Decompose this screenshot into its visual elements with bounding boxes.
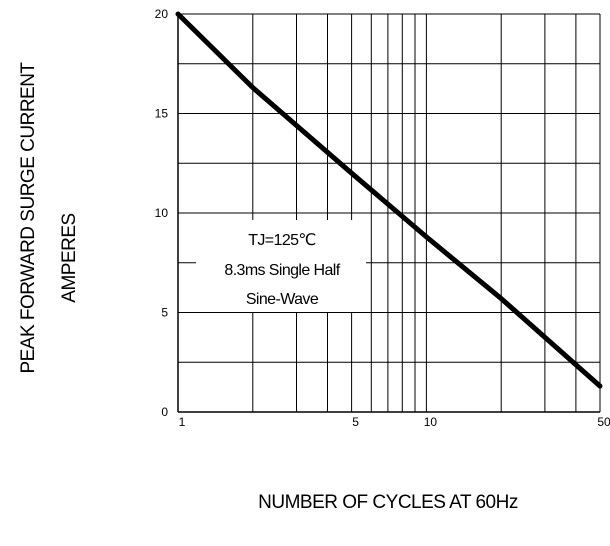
y-tick-label-15: 15 — [155, 107, 169, 121]
x-axis-title: NUMBER OF CYCLES AT 60Hz — [258, 492, 518, 513]
axes — [177, 14, 600, 413]
x-tick-label-1: 1 — [179, 415, 186, 429]
y-tick-label-0: 0 — [161, 405, 168, 419]
grid — [177, 13, 601, 413]
series — [175, 11, 603, 389]
y-tick-label-10: 10 — [155, 206, 169, 220]
annotation-line-1: TJ=125℃ — [248, 232, 316, 249]
annotation: TJ=125℃ 8.3ms Single Half Sine-Wave — [196, 220, 366, 312]
x-tick-label-5: 5 — [352, 415, 359, 429]
annotation-line-2: 8.3ms Single Half — [224, 262, 340, 279]
y-axis-title-line-1: PEAK FORWARD SURGE CURRENT — [18, 62, 39, 374]
y-axis-title-line-2: AMPERES — [59, 213, 80, 302]
y-tick-label-5: 5 — [161, 306, 168, 320]
y-tick-label-20: 20 — [155, 7, 169, 21]
annotation-background — [196, 220, 366, 312]
annotation-line-3: Sine-Wave — [246, 291, 319, 308]
x-tick-label-50: 50 — [597, 415, 610, 429]
series-line-0 — [175, 11, 603, 389]
x-tick-label-10: 10 — [424, 415, 438, 429]
